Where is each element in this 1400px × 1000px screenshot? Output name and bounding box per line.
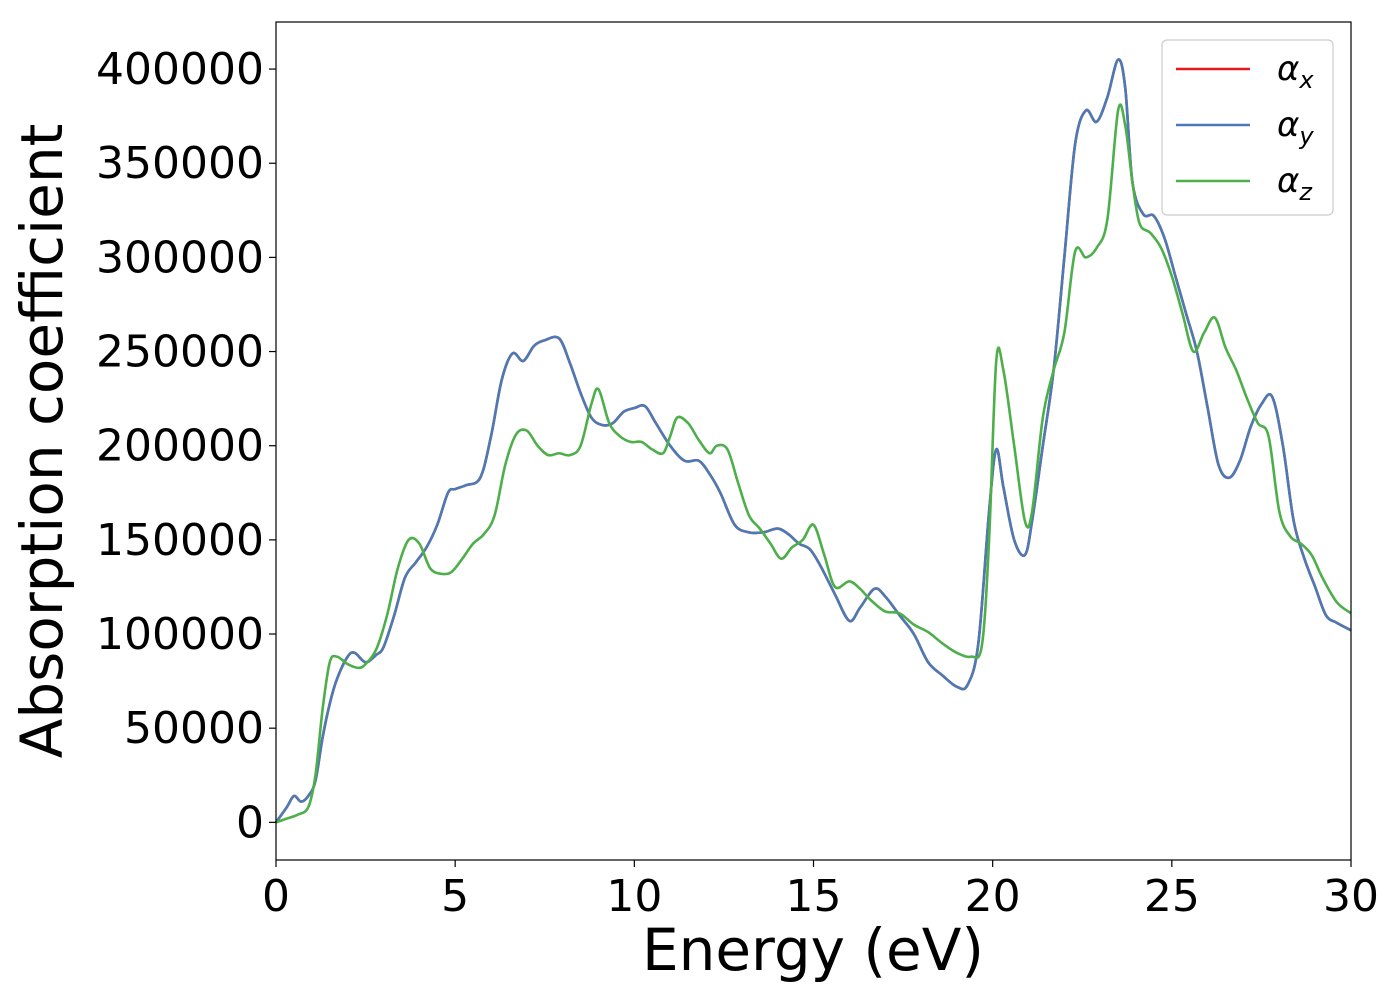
legend-box xyxy=(1161,39,1334,216)
y-tick-label: 250000 xyxy=(96,327,264,378)
x-tick-label: 20 xyxy=(965,871,1021,922)
legend-label-x: αx xyxy=(1277,49,1314,94)
y-tick-label: 150000 xyxy=(96,515,264,566)
x-tick-label: 5 xyxy=(441,871,469,922)
x-tick-label: 25 xyxy=(1144,871,1200,922)
x-tick-label: 15 xyxy=(786,871,842,922)
y-tick-label: 0 xyxy=(236,797,264,848)
x-tick-label: 10 xyxy=(606,871,662,922)
y-tick-label: 50000 xyxy=(124,703,264,754)
y-axis: 0 50000 100000 150000 200000 250000 300000 3500… xyxy=(96,44,276,848)
x-tick-label: 30 xyxy=(1323,871,1379,922)
y-tick-label: 400000 xyxy=(96,44,264,95)
x-axis-label: Energy (eV) xyxy=(642,916,984,984)
y-tick-label: 200000 xyxy=(96,421,264,472)
plot-area xyxy=(274,58,1352,824)
y-axis-label: Absorption coefficient xyxy=(8,124,76,759)
y-tick-label: 100000 xyxy=(96,609,264,660)
series-line-z xyxy=(275,103,1352,824)
x-tick-label: 0 xyxy=(262,871,290,922)
y-tick-label: 300000 xyxy=(96,232,264,283)
x-axis: 0 5 10 15 20 25 30 xyxy=(262,860,1379,922)
y-tick-label: 350000 xyxy=(96,138,264,189)
series-line-y xyxy=(274,58,1352,824)
